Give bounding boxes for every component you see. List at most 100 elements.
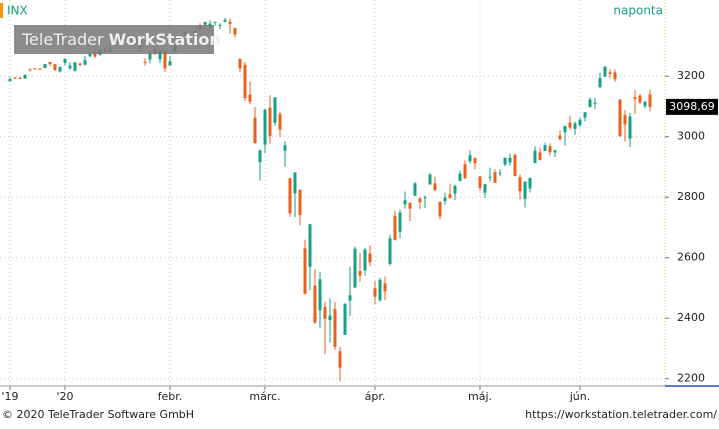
candle-body [423, 197, 427, 199]
candle-body [293, 172, 297, 194]
candle-body [588, 99, 592, 108]
candle-body [258, 150, 262, 163]
candle-body [428, 174, 432, 185]
candle-body [93, 51, 97, 57]
candle-body [403, 200, 407, 205]
candle-body [558, 135, 562, 140]
candle-body [53, 64, 57, 70]
candle-body [303, 248, 307, 294]
last-value-bg [666, 98, 718, 115]
candle-body [498, 172, 502, 174]
candle-body [593, 102, 597, 104]
candle-body [248, 94, 252, 102]
candle-body [318, 279, 322, 311]
watermark-brand: TeleTrader [21, 30, 104, 49]
candle-body [618, 99, 622, 137]
x-tick-label: ápr. [365, 390, 386, 403]
candle-body [563, 125, 567, 133]
candle-body [533, 150, 537, 164]
candle-body [143, 61, 147, 63]
candle-body [58, 66, 62, 72]
candle-body [553, 150, 557, 153]
candle-body [473, 157, 477, 164]
candle-body [598, 78, 602, 88]
candle-body [418, 198, 422, 203]
x-tick-label: '19 [1, 390, 18, 403]
candle-body [448, 194, 452, 198]
candle-body [333, 308, 337, 347]
candle-body [608, 72, 612, 74]
candle-body [38, 68, 42, 70]
candle-body [218, 24, 222, 26]
candle-body [243, 64, 247, 99]
last-value-box: 3098,69 [666, 98, 718, 115]
candle-body [368, 253, 372, 263]
x-tick-label: febr. [158, 390, 183, 403]
candle-body [328, 315, 332, 321]
candle-body [583, 112, 587, 118]
legend-swatch [0, 3, 3, 18]
candle-body [463, 164, 467, 179]
candle-body [228, 21, 232, 24]
x-tick-label: '20 [56, 390, 73, 403]
watermark-text: TeleTrader WorkStation [21, 30, 221, 49]
candle-body [543, 145, 547, 151]
y-tick-label: 3000 [677, 130, 705, 143]
watermark: TeleTrader WorkStation [14, 25, 221, 54]
candle-body [268, 107, 272, 136]
candle-body [78, 63, 82, 66]
candle-body [523, 181, 527, 200]
candle-body [548, 146, 552, 153]
candle-body [363, 249, 367, 271]
candle-body [433, 183, 437, 191]
footer-left: © 2020 TeleTrader Software GmbH [2, 408, 194, 421]
x-tick-label: jún. [569, 390, 591, 403]
candle-body [453, 186, 457, 194]
x-tick-label: máj. [468, 390, 492, 403]
candle-body [373, 288, 377, 297]
footer-right: https://workstation.teletrader.com/ [525, 408, 717, 421]
candle-body [163, 51, 167, 69]
candle-body [13, 77, 17, 79]
candle-body [468, 155, 472, 162]
candle-body [148, 53, 152, 60]
period-label: naponta [613, 4, 663, 18]
watermark-product: WorkStation [109, 30, 221, 49]
candle-body [253, 117, 257, 144]
candle-body [23, 74, 27, 79]
candle-body [398, 212, 402, 232]
candle-body [638, 95, 642, 103]
candle-body [613, 72, 617, 80]
candle-body [508, 157, 512, 163]
candle-body [623, 115, 627, 125]
candle-body [28, 69, 32, 71]
legend-name: INX [7, 4, 28, 18]
candle-body [203, 22, 207, 25]
watermark-box [14, 25, 214, 54]
candle-body [348, 295, 352, 301]
candle-body [343, 303, 347, 335]
candle-body [313, 285, 317, 323]
candle-body [158, 50, 162, 60]
y-tick-label: 2400 [677, 311, 705, 324]
candle-body [518, 177, 522, 192]
candle-body [208, 23, 212, 27]
candle-body [238, 58, 242, 69]
y-tick-label: 2800 [677, 190, 705, 203]
candle-body [493, 172, 497, 183]
candle-body [308, 224, 312, 267]
candle-body [278, 114, 282, 130]
candle-body [388, 238, 392, 265]
y-tick-label: 2200 [677, 372, 705, 385]
candle-body [213, 21, 217, 23]
candle-body [33, 68, 37, 70]
candle-body [603, 66, 607, 77]
candle-body [513, 154, 517, 177]
candle-body [273, 97, 277, 123]
candle-body [578, 119, 582, 126]
candle-body [338, 351, 342, 368]
candle-body [233, 27, 237, 35]
candle-body [633, 97, 637, 99]
candle-body [223, 19, 227, 22]
